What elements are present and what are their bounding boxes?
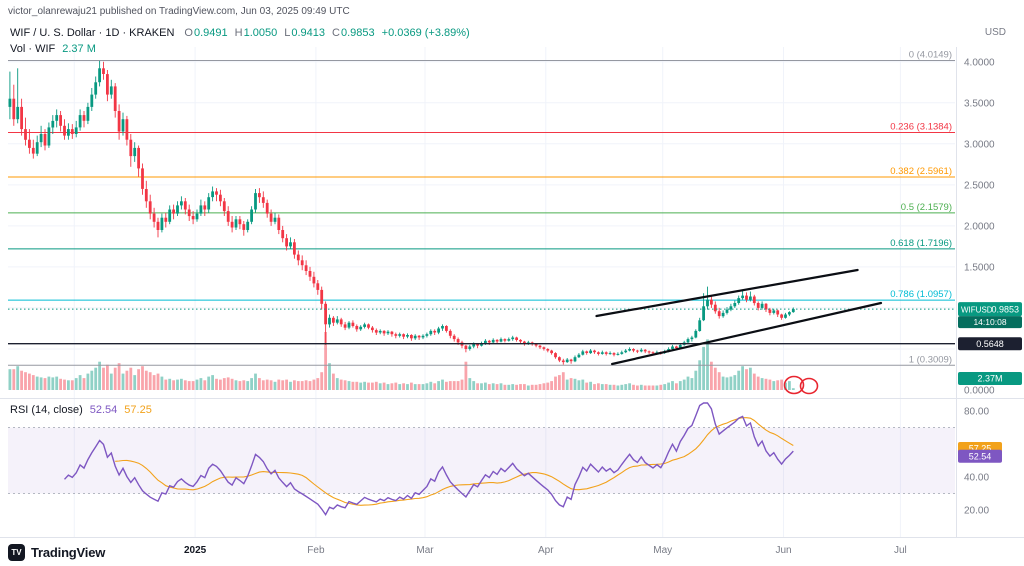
svg-text:WIFUSD: WIFUSD — [961, 305, 993, 314]
svg-text:0.0000: 0.0000 — [964, 386, 995, 397]
close-label: C — [332, 27, 340, 39]
ohlc-open: O0.9491 — [184, 26, 227, 40]
svg-text:Jun: Jun — [775, 545, 791, 556]
svg-text:14:10:08: 14:10:08 — [973, 317, 1006, 327]
volume-legend[interactable]: Vol · WIF 2.37 M — [10, 42, 96, 56]
pane-separators — [0, 47, 1024, 538]
rsi-title: RSI (14, close) — [10, 404, 83, 416]
low-value: 0.9413 — [291, 27, 326, 39]
svg-text:1.5000: 1.5000 — [964, 262, 995, 273]
low-label: L — [284, 27, 291, 39]
rsi-value: 52.54 — [89, 404, 118, 416]
ohlc-low: L0.9413 — [284, 26, 325, 40]
svg-text:52.54: 52.54 — [969, 452, 992, 462]
svg-text:2.37M: 2.37M — [977, 374, 1002, 384]
open-value: 0.9491 — [193, 27, 228, 39]
rsi-legend[interactable]: RSI (14, close) 52.54 57.25 — [10, 403, 152, 417]
fib-retracement-lines[interactable] — [8, 60, 955, 366]
svg-text:0.382 (2.5961): 0.382 (2.5961) — [890, 166, 952, 177]
grid-layer — [8, 47, 955, 537]
symbol-title[interactable]: WIF / U. S. Dollar · 1D · KRAKEN — [10, 27, 175, 39]
svg-text:57.25: 57.25 — [969, 444, 992, 454]
tradingview-wordmark: TradingView — [31, 545, 106, 560]
svg-text:3.5000: 3.5000 — [964, 98, 995, 109]
attribution-bar: victor_olanrewaju21 published on Trading… — [0, 0, 1024, 22]
time-axis[interactable]: Dec2025FebMarAprMayJunJul — [65, 545, 906, 556]
trendline-drawings[interactable] — [595, 268, 883, 366]
high-label: H — [234, 27, 243, 39]
rsi-pane — [8, 402, 955, 516]
svg-text:0.236 (3.1384): 0.236 (3.1384) — [890, 122, 952, 133]
fib-labels: 0 (4.0149) 0.236 (3.1384) 0.382 (2.5961) 0.… — [890, 50, 952, 366]
tradingview-attribution[interactable]: TV TradingView — [8, 542, 112, 563]
svg-text:2.0000: 2.0000 — [964, 221, 995, 232]
svg-text:20.00: 20.00 — [964, 506, 989, 517]
high-value: 1.0050 — [243, 27, 278, 39]
svg-text:0.5 (2.1579): 0.5 (2.1579) — [901, 202, 952, 213]
volume-value: 2.37 M — [62, 43, 96, 55]
ohlc-close: C0.9853 — [332, 26, 375, 40]
svg-text:2.5000: 2.5000 — [964, 180, 995, 191]
volume-layer — [8, 332, 795, 390]
svg-text:2025: 2025 — [184, 545, 207, 556]
svg-text:Apr: Apr — [538, 545, 554, 556]
change-value: +0.0369 (+3.89%) — [381, 27, 470, 39]
svg-text:Jul: Jul — [894, 545, 907, 556]
circle-annotation[interactable] — [783, 375, 819, 395]
svg-text:Feb: Feb — [307, 545, 325, 556]
svg-text:0.786 (1.0957): 0.786 (1.0957) — [890, 289, 952, 300]
svg-text:0.5648: 0.5648 — [976, 339, 1004, 349]
svg-text:Mar: Mar — [416, 545, 434, 556]
volume-label: Vol · WIF — [10, 43, 56, 55]
svg-text:3.0000: 3.0000 — [964, 139, 995, 150]
open-label: O — [184, 27, 193, 39]
svg-text:0.9853: 0.9853 — [991, 304, 1019, 314]
svg-text:0 (4.0149): 0 (4.0149) — [909, 50, 952, 61]
symbol-legend[interactable]: WIF / U. S. Dollar · 1D · KRAKEN O0.9491… — [10, 26, 470, 40]
price-axis[interactable]: 4.0000 3.5000 3.0000 2.5000 2.0000 1.5000 0.00… — [964, 57, 995, 396]
svg-text:0.618 (1.7196): 0.618 (1.7196) — [890, 238, 952, 249]
chart-canvas[interactable]: 4.0000 3.5000 3.0000 2.5000 2.0000 1.5000 0.00… — [0, 22, 1024, 566]
rsi-ma-value: 57.25 — [124, 404, 152, 416]
rsi-line — [63, 402, 794, 516]
svg-text:40.00: 40.00 — [964, 473, 989, 484]
svg-text:4.0000: 4.0000 — [964, 57, 995, 68]
svg-text:80.00: 80.00 — [964, 407, 989, 418]
tradingview-logo-icon: TV — [8, 544, 25, 561]
svg-text:1 (0.3009): 1 (0.3009) — [909, 354, 952, 365]
ohlc-high: H1.0050 — [235, 26, 278, 40]
close-value: 0.9853 — [340, 27, 375, 39]
chart-area[interactable]: 4.0000 3.5000 3.0000 2.5000 2.0000 1.5000 0.00… — [0, 22, 1024, 566]
currency-axis-label: USD — [984, 27, 1006, 38]
svg-text:May: May — [653, 545, 672, 556]
